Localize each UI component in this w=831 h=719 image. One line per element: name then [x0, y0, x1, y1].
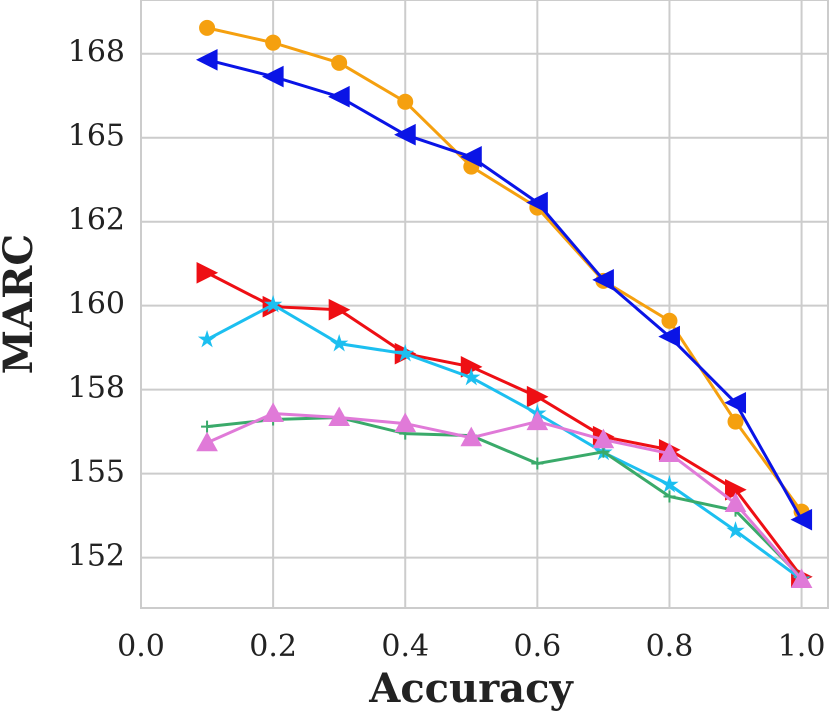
marker — [724, 492, 747, 513]
x-tick-label: 0.8 — [646, 629, 694, 664]
x-tick-label: 0.6 — [513, 629, 561, 664]
y-tick-label: 155 — [68, 455, 125, 490]
marker — [329, 333, 349, 352]
plot-frame — [140, 0, 829, 609]
marker — [531, 457, 544, 470]
x-tick-label: 0.0 — [117, 629, 165, 664]
marker — [658, 442, 681, 462]
marker — [394, 123, 416, 146]
marker — [790, 568, 813, 588]
marker — [396, 344, 415, 362]
marker — [397, 93, 414, 110]
y-tick-label: 158 — [68, 371, 125, 406]
marker — [726, 521, 745, 539]
marker — [261, 65, 284, 88]
series-line — [206, 58, 803, 521]
series-line — [206, 271, 803, 578]
marker — [663, 490, 676, 503]
y-tick-label: 162 — [68, 203, 125, 238]
x-tick-label: 0.4 — [381, 629, 429, 664]
marker — [460, 146, 482, 168]
x-axis-label: Accuracy — [368, 665, 574, 712]
series-line — [206, 411, 803, 581]
marker — [462, 367, 481, 386]
marker — [331, 54, 348, 71]
marker — [592, 269, 614, 291]
marker — [526, 410, 549, 431]
marker — [201, 420, 214, 433]
marker — [328, 298, 351, 321]
marker — [262, 402, 284, 423]
x-tick-label: 0.2 — [249, 629, 297, 664]
y-tick-label: 165 — [68, 119, 125, 154]
y-tick-label: 160 — [68, 287, 125, 322]
marker — [195, 48, 218, 71]
marker — [661, 312, 678, 329]
marker — [394, 412, 417, 433]
marker — [526, 385, 549, 408]
marker — [660, 475, 679, 493]
marker — [592, 428, 615, 449]
series-line — [206, 302, 803, 581]
marker — [197, 329, 217, 348]
y-tick-label: 168 — [68, 35, 125, 70]
series-line — [206, 416, 803, 579]
marker — [196, 261, 219, 284]
y-axis-label: MARC — [0, 234, 42, 374]
marker — [460, 426, 483, 447]
x-tick-label: 1.0 — [778, 629, 826, 664]
marker — [263, 295, 283, 313]
marker — [328, 406, 351, 427]
marker — [265, 34, 282, 51]
marker — [199, 19, 216, 36]
marker — [658, 325, 680, 348]
marker — [727, 413, 744, 430]
marker — [724, 391, 747, 414]
marker — [526, 191, 548, 214]
series-line — [206, 26, 803, 513]
marker — [328, 85, 350, 108]
marker — [790, 508, 813, 531]
marker — [196, 431, 218, 452]
y-tick-label: 152 — [68, 539, 125, 574]
